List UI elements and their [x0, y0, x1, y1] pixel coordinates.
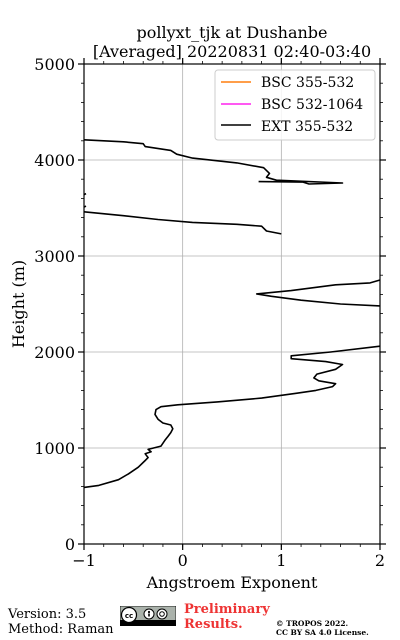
- copyright-text: © TROPOS 2022. CC BY SA 4.0 License.: [276, 619, 369, 637]
- x-tick-label: 0: [178, 551, 188, 570]
- chart-title-line2: [Averaged] 20220831 02:40-03:40: [93, 42, 371, 61]
- x-tick-label: 2: [375, 551, 385, 570]
- x-tick-label: −1: [72, 551, 96, 570]
- copyright-line1: © TROPOS 2022.: [276, 619, 349, 628]
- plot-area: [83, 63, 381, 545]
- y-tick-label: 3000: [34, 247, 75, 266]
- y-tick-label: 4000: [34, 151, 75, 170]
- y-axis-label: Height (m): [9, 260, 28, 348]
- series-line-2: [83, 139, 344, 185]
- cc-license-icon: cc: [120, 606, 176, 626]
- series-line-2: [83, 211, 282, 235]
- y-tick-label: 0: [65, 535, 75, 554]
- legend-box: [214, 69, 376, 141]
- legend: BSC 355-532 BSC 532-1064 EXT 355-532: [214, 69, 376, 141]
- svg-text:cc: cc: [125, 612, 133, 620]
- series-line-2: [255, 279, 381, 307]
- preliminary-line2: Results.: [184, 617, 243, 632]
- y-tick-label: 1000: [34, 439, 75, 458]
- legend-label-ext-355-532: EXT 355-532: [261, 119, 353, 135]
- x-axis-label: Angstroem Exponent: [146, 573, 318, 592]
- series-line-2: [83, 345, 381, 489]
- axis-ticks: [78, 58, 386, 550]
- grid-lines: [84, 64, 380, 544]
- y-tick-label: 2000: [34, 343, 75, 362]
- x-tick-label: 1: [276, 551, 286, 570]
- y-tick-label: 5000: [34, 55, 75, 74]
- preliminary-line1: Preliminary: [184, 602, 270, 617]
- legend-label-bsc-355-532: BSC 355-532: [261, 75, 354, 91]
- method-text: Method: Raman: [8, 622, 114, 637]
- version-text: Version: 3.5: [8, 607, 87, 622]
- legend-label-bsc-532-1064: BSC 532-1064: [261, 97, 363, 113]
- chart-title-line1: pollyxt_tjk at Dushanbe: [136, 23, 327, 42]
- preliminary-results-text: Preliminary Results.: [184, 602, 270, 632]
- copyright-line2: CC BY SA 4.0 License.: [276, 628, 369, 637]
- series-layer: [83, 139, 381, 489]
